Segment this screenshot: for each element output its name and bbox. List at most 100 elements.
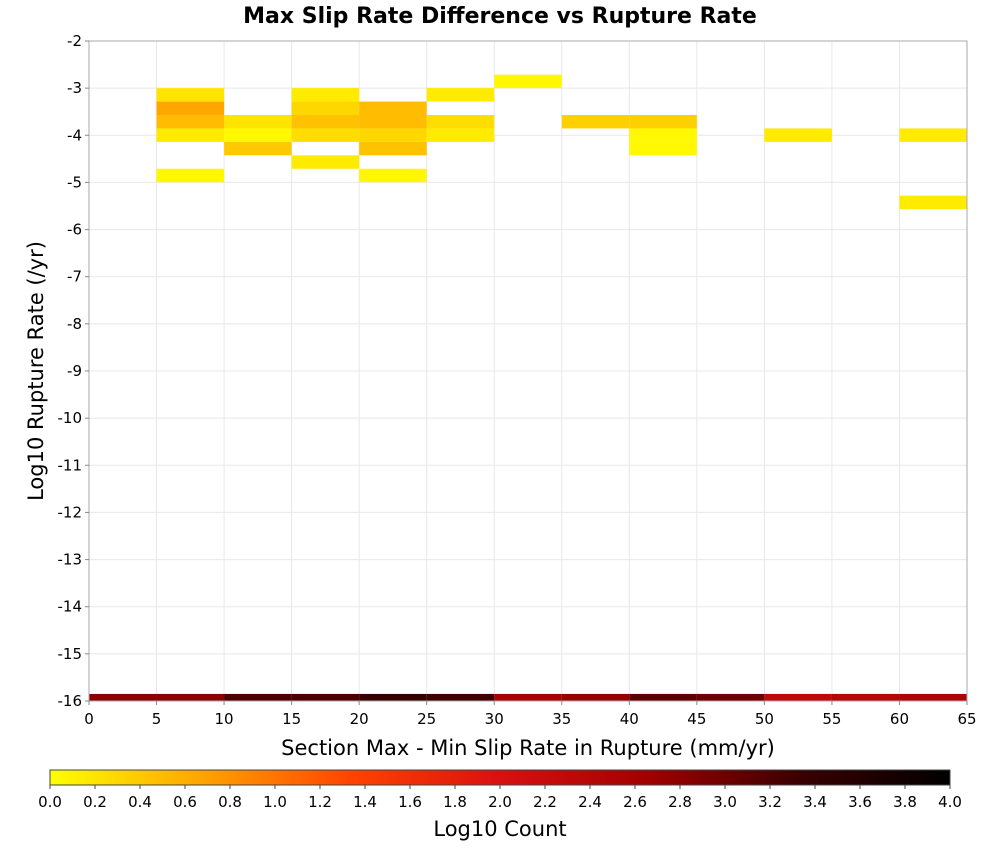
colorbar-tick-label: 2.6 [623, 793, 647, 811]
y-tick-label: -4 [67, 126, 82, 144]
x-tick-label: 20 [350, 710, 369, 728]
heatmap-cell [359, 141, 427, 156]
heatmap-cell [629, 128, 697, 142]
heatmap-cell [426, 128, 495, 142]
x-tick-label: 40 [620, 710, 639, 728]
heatmap-cell [831, 693, 900, 701]
y-tick-label: -5 [67, 173, 82, 191]
colorbar-tick-label: 3.4 [803, 793, 827, 811]
x-tick-label: 65 [957, 710, 976, 728]
y-tick-label: -9 [67, 362, 82, 380]
colorbar-tick-label: 2.2 [533, 793, 557, 811]
y-tick-label: -13 [58, 551, 83, 569]
heatmap-cell [561, 115, 630, 129]
heatmap-cell [291, 115, 360, 129]
colorbar-tick-label: 3.6 [848, 793, 872, 811]
y-tick-label: -2 [67, 32, 82, 50]
heatmap-cell [156, 168, 225, 183]
colorbar-tick-label: 1.4 [353, 793, 377, 811]
colorbar-tick-label: 3.8 [893, 793, 917, 811]
heatmap-cells [89, 74, 967, 701]
colorbar-tick-label: 1.6 [398, 793, 422, 811]
heatmap-cell [359, 693, 427, 701]
heatmap-cell [89, 693, 157, 701]
x-tick-label: 25 [417, 710, 436, 728]
heatmap-cell [359, 168, 427, 183]
heatmap-cell [899, 128, 967, 142]
heatmap-cell [359, 101, 427, 116]
x-tick-label: 15 [282, 710, 301, 728]
heatmap-cell [359, 128, 427, 142]
heatmap-cell [426, 88, 495, 102]
colorbar-tick-label: 2.8 [668, 793, 692, 811]
colorbar-tick-label: 3.2 [758, 793, 782, 811]
colorbar-tick-label: 2.0 [488, 793, 512, 811]
y-tick-label: -16 [58, 692, 83, 710]
heatmap-cell [291, 155, 360, 169]
heatmap-cell [494, 693, 562, 701]
heatmap-cell [291, 101, 360, 116]
y-tick-label: -11 [58, 456, 83, 474]
colorbar-tick-label: 3.0 [713, 793, 737, 811]
x-tick-label: 55 [822, 710, 841, 728]
heatmap-cell [156, 128, 225, 142]
x-tick-label: 0 [84, 710, 94, 728]
y-tick-label: -14 [58, 598, 83, 616]
heatmap-cell [764, 128, 832, 142]
colorbar-tick-label: 0.4 [128, 793, 152, 811]
colorbar-tick-label: 0.8 [218, 793, 242, 811]
heatmap-cell [696, 693, 765, 701]
x-axis-label: Section Max - Min Slip Rate in Rupture (… [281, 736, 775, 760]
heatmap-cell [629, 693, 697, 701]
x-tick-label: 45 [687, 710, 706, 728]
heatmap-cell [224, 128, 292, 142]
x-tick-label: 5 [152, 710, 162, 728]
x-tick-label: 35 [552, 710, 571, 728]
heatmap-cell [426, 693, 495, 701]
colorbar-tick-label: 0.0 [38, 793, 62, 811]
y-tick-label: -8 [67, 315, 82, 333]
heatmap-cell [899, 693, 967, 701]
heatmap-cell [494, 74, 562, 89]
colorbar-tick-label: 0.6 [173, 793, 197, 811]
colorbar-ticks: 0.0 0.2 0.4 0.6 0.8 1.0 1.2 1.4 1.6 1.8 2.0 2.2 2.4 2… [38, 785, 962, 811]
heatmap-cell [764, 693, 832, 701]
heatmap-cell [291, 128, 360, 142]
x-tick-label: 30 [485, 710, 504, 728]
y-tick-label: -3 [67, 79, 82, 97]
heatmap-cell [224, 115, 292, 129]
y-tick-label: -10 [58, 409, 83, 427]
heatmap-cell [224, 141, 292, 156]
colorbar-tick-label: 0.2 [83, 793, 107, 811]
chart-title: Max Slip Rate Difference vs Rupture Rate [243, 4, 757, 29]
y-tick-label: -15 [58, 645, 83, 663]
heatmap-cell [629, 115, 697, 129]
heatmap-cell [224, 693, 292, 701]
heatmap-cell [629, 141, 697, 156]
heatmap-cell [156, 88, 225, 102]
heatmap-cell [156, 101, 225, 116]
y-tick-label: -7 [67, 268, 82, 286]
heatmap-cell [156, 115, 225, 129]
colorbar-label: Log10 Count [433, 817, 566, 841]
colorbar-tick-label: 1.0 [263, 793, 287, 811]
heatmap-cell [291, 88, 360, 102]
x-tick-label: 50 [755, 710, 774, 728]
colorbar-tick-label: 2.4 [578, 793, 602, 811]
colorbar-tick-label: 1.2 [308, 793, 332, 811]
colorbar-tick-label: 1.8 [443, 793, 467, 811]
heatmap-cell [156, 693, 225, 701]
colorbar [49, 769, 951, 786]
axis-ticks: 0 5 10 15 20 25 30 35 40 45 50 55 60 65 -2 -3 -4 -5 -6 -7 -8… [58, 32, 977, 728]
x-tick-label: 60 [890, 710, 909, 728]
heatmap-cell [359, 115, 427, 129]
y-tick-label: -12 [58, 503, 83, 521]
heatmap-cell [426, 115, 495, 129]
heatmap-cell [899, 195, 967, 210]
x-tick-label: 10 [215, 710, 234, 728]
colorbar-tick-label: 4.0 [938, 793, 962, 811]
y-axis-label: Log10 Rupture Rate (/yr) [24, 241, 48, 501]
heatmap-cell [561, 693, 630, 701]
y-tick-label: -6 [67, 221, 82, 239]
